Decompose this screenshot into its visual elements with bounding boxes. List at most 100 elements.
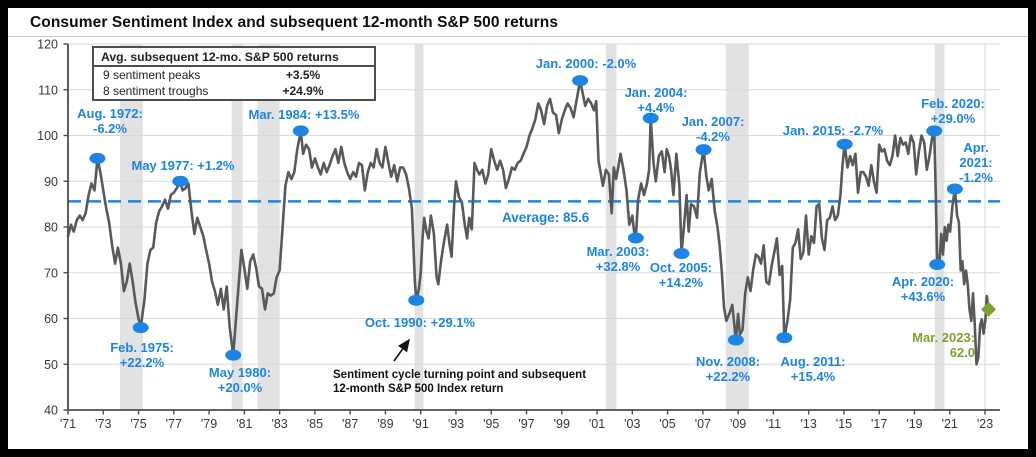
marker-dot-mar-2003 xyxy=(627,232,644,244)
marker-label-apr-2020: Apr. 2020: xyxy=(892,274,954,289)
marker-label-aug-1972: -6.2% xyxy=(93,121,127,136)
marker-label-mar-2023: 62.0 xyxy=(950,345,975,360)
x-tick-label: '03 xyxy=(624,417,640,431)
marker-label-jan-2007: Jan. 2007: xyxy=(682,114,745,129)
marker-label-feb-2020: +29.0% xyxy=(931,111,976,126)
current-diamond-mar-2023 xyxy=(981,301,997,317)
marker-dot-oct-2005 xyxy=(673,248,690,260)
y-tick-label: 90 xyxy=(44,175,58,189)
legend-row-peaks: 9 sentiment peaks +3.5% xyxy=(94,67,374,83)
turning-note-line2: 12-month S&P 500 Index return xyxy=(333,383,503,395)
marker-label-apr-2020: +43.6% xyxy=(901,289,946,304)
x-tick-label: '91 xyxy=(413,417,429,431)
marker-dot-mar-1984 xyxy=(292,125,309,137)
x-tick-label: '87 xyxy=(342,417,358,431)
marker-label-may-1980: +20.0% xyxy=(218,380,263,395)
marker-dot-may-1980 xyxy=(225,349,242,361)
x-tick-label: '81 xyxy=(236,417,252,431)
x-tick-label: '17 xyxy=(871,417,887,431)
marker-label-mar-2003: Mar. 2003: xyxy=(587,244,650,259)
marker-dot-may-1977 xyxy=(172,175,189,187)
turning-note-line1: Sentiment cycle turning point and subseq… xyxy=(333,369,586,381)
sentiment-line xyxy=(66,79,990,366)
y-tick-label: 80 xyxy=(44,221,58,235)
x-tick-label: '07 xyxy=(695,417,711,431)
sentiment-chart: Aug. 1972:-6.2%Feb. 1975:+22.2%May 1977:… xyxy=(37,38,1000,432)
marker-label-jan-2000: Jan. 2000: -2.0% xyxy=(536,56,637,71)
marker-dot-nov-2008 xyxy=(727,334,744,346)
average-label: Average: 85.6 xyxy=(502,210,590,225)
x-tick-label: '11 xyxy=(766,417,781,431)
marker-dot-aug-1972 xyxy=(89,152,106,164)
marker-dot-feb-2020 xyxy=(926,125,943,137)
marker-label-aug-1972: Aug. 1972: xyxy=(77,106,143,121)
marker-label-jan-2007: -4.2% xyxy=(696,129,730,144)
x-tick-label: '19 xyxy=(906,417,922,431)
y-tick-label: 50 xyxy=(44,358,58,372)
marker-label-nov-2008: +22.2% xyxy=(706,369,751,384)
x-tick-label: '83 xyxy=(271,417,287,431)
y-tick-label: 60 xyxy=(44,312,58,326)
legend-box: Avg. subsequent 12-mo. S&P 500 returns 9… xyxy=(92,46,376,101)
marker-label-apr-2021: -1.2% xyxy=(959,170,993,185)
marker-label-mar-2003: +32.8% xyxy=(596,259,641,274)
x-tick-label: '95 xyxy=(483,417,499,431)
x-tick-label: '99 xyxy=(554,417,570,431)
x-tick-label: '97 xyxy=(518,417,534,431)
x-tick-label: '79 xyxy=(201,417,217,431)
marker-label-apr-2021: Apr. xyxy=(963,140,988,155)
marker-dot-jan-2004 xyxy=(642,112,659,124)
y-tick-label: 70 xyxy=(44,266,58,280)
marker-label-aug-2011: +15.4% xyxy=(791,369,836,384)
marker-label-feb-1975: +22.2% xyxy=(120,355,165,370)
marker-dot-jan-2000 xyxy=(572,75,589,87)
marker-label-feb-2020: Feb. 2020: xyxy=(921,96,985,111)
x-tick-label: '73 xyxy=(95,417,111,431)
marker-label-jan-2015: Jan. 2015: -2.7% xyxy=(783,123,884,138)
legend-header: Avg. subsequent 12-mo. S&P 500 returns xyxy=(94,48,374,67)
x-tick-label: '21 xyxy=(942,417,958,431)
marker-group: Aug. 1972:-6.2%Feb. 1975:+22.2%May 1977:… xyxy=(77,56,997,395)
x-tick-label: '71 xyxy=(60,417,76,431)
marker-label-may-1980: May 1980: xyxy=(209,365,271,380)
marker-label-oct-2005: +14.2% xyxy=(659,275,704,290)
legend-peaks-label: 9 sentiment peaks xyxy=(103,68,201,82)
marker-label-aug-2011: Aug. 2011: xyxy=(780,354,845,369)
marker-dot-apr-2021 xyxy=(946,183,963,195)
x-tick-label: '77 xyxy=(166,417,182,431)
x-tick-label: '85 xyxy=(307,417,323,431)
marker-label-oct-2005: Oct. 2005: xyxy=(650,260,712,275)
gridlines xyxy=(68,43,1000,410)
y-tick-label: 120 xyxy=(37,38,58,52)
marker-dot-feb-1975 xyxy=(132,322,149,334)
marker-label-may-1977: May 1977: +1.2% xyxy=(132,158,235,173)
x-tick-label: '75 xyxy=(130,417,146,431)
x-tick-label: '23 xyxy=(977,417,993,431)
marker-label-jan-2004: Jan. 2004: xyxy=(625,85,688,100)
legend-row-troughs: 8 sentiment troughs +24.9% xyxy=(94,83,374,99)
y-tick-label: 110 xyxy=(38,83,58,97)
x-tick-label: '93 xyxy=(448,417,464,431)
page-title: Consumer Sentiment Index and subsequent … xyxy=(8,8,1028,37)
note-arrow xyxy=(393,338,410,362)
x-tick-label: '89 xyxy=(377,417,393,431)
marker-label-mar-1984: Mar. 1984: +13.5% xyxy=(249,107,360,122)
marker-label-feb-1975: Feb. 1975: xyxy=(110,340,174,355)
marker-dot-jan-2007 xyxy=(695,144,712,156)
marker-label-apr-2021: 2021: xyxy=(959,155,992,170)
legend-troughs-label: 8 sentiment troughs xyxy=(103,84,209,98)
legend-peaks-value: +3.5% xyxy=(285,68,321,82)
marker-dot-apr-2020 xyxy=(929,259,946,271)
marker-dot-oct-1990 xyxy=(408,294,425,306)
marker-dot-jan-2015 xyxy=(836,138,853,150)
y-tick-label: 40 xyxy=(44,404,58,418)
sentiment-line-group xyxy=(66,79,990,366)
x-tick-label: '15 xyxy=(836,417,852,431)
marker-dot-aug-2011 xyxy=(776,332,793,344)
x-tick-label: '09 xyxy=(730,417,746,431)
tick-group: '71 '73 '75 '77 '79 '81 '83 '85 '87 '89 '91 '93 '95 '… xyxy=(37,38,993,432)
x-tick-label: '01 xyxy=(589,417,605,431)
x-tick-label: '05 xyxy=(659,417,675,431)
marker-label-oct-1990: Oct. 1990: +29.1% xyxy=(365,315,476,330)
